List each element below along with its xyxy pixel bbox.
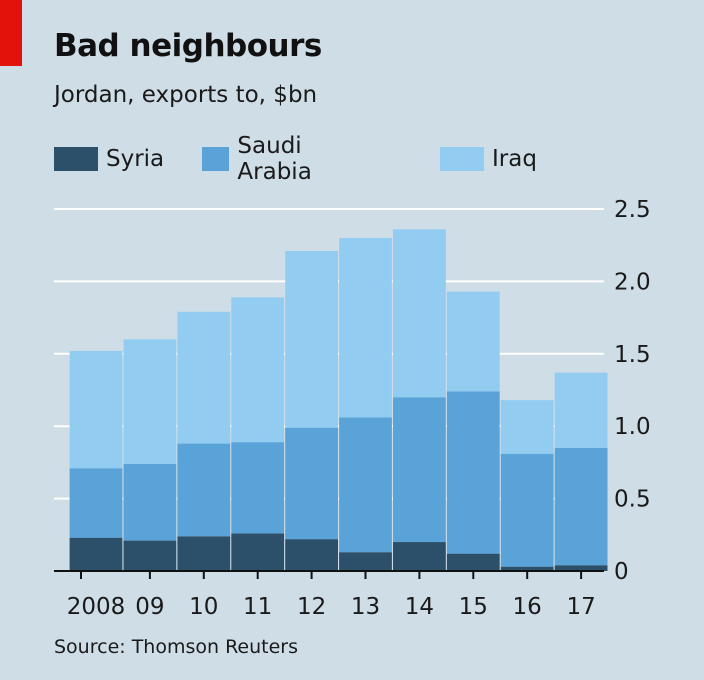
bar-saudi-arabia <box>393 397 446 543</box>
bar-syria <box>231 533 285 571</box>
y-tick-label: 2.5 <box>614 197 651 223</box>
bar-saudi-arabia <box>123 463 177 541</box>
x-tick-label: 13 <box>351 594 380 620</box>
bar-iraq <box>69 350 123 469</box>
bar-syria <box>69 537 123 571</box>
x-tick-label: 10 <box>189 594 218 620</box>
x-tick-label: 2008 <box>67 594 126 620</box>
x-tick-label: 14 <box>405 594 434 620</box>
bar-syria <box>554 565 608 571</box>
chart-subtitle: Jordan, exports to, $bn <box>54 82 318 108</box>
legend-label-saudi-arabia: Saudi Arabia <box>237 133 312 185</box>
legend-swatch-iraq <box>440 147 484 171</box>
y-tick-label: 1.5 <box>614 342 651 368</box>
x-tick-label: 09 <box>135 594 164 620</box>
chart-title: Bad neighbours <box>54 28 322 64</box>
y-tick-label: 1.0 <box>614 414 651 440</box>
legend-label-iraq: Iraq <box>492 146 537 172</box>
bar-saudi-arabia <box>69 468 123 538</box>
bar-syria <box>446 553 500 571</box>
x-tick-label: 17 <box>566 594 595 620</box>
y-tick-label: 0.5 <box>614 487 651 513</box>
x-tick-label: 12 <box>297 594 326 620</box>
bar-iraq <box>446 291 500 392</box>
bar-saudi-arabia <box>339 417 392 553</box>
bar-iraq <box>177 311 231 444</box>
legend-swatch-saudi-arabia <box>202 147 230 171</box>
y-tick-label: 2.0 <box>614 269 651 295</box>
bar-iraq <box>393 229 446 398</box>
bar-iraq <box>231 297 285 443</box>
bar-saudi-arabia <box>177 443 231 537</box>
bar-syria <box>285 539 338 571</box>
bar-saudi-arabia <box>554 447 608 566</box>
bar-syria <box>393 542 446 571</box>
bar-syria <box>123 540 177 571</box>
bar-syria <box>177 536 231 571</box>
bar-iraq <box>123 339 177 464</box>
x-tick-label: 15 <box>459 594 488 620</box>
x-tick-label: 11 <box>243 594 272 620</box>
bar-saudi-arabia <box>285 427 338 540</box>
legend-item-saudi-arabia: Saudi Arabia <box>202 133 328 185</box>
bar-iraq <box>500 400 554 454</box>
bar-saudi-arabia <box>231 442 285 534</box>
bar-iraq <box>339 237 392 418</box>
legend-item-iraq: Iraq <box>440 144 537 174</box>
bar-saudi-arabia <box>500 453 554 567</box>
bar-syria <box>500 566 554 571</box>
bar-iraq <box>554 372 608 448</box>
bar-syria <box>339 552 392 571</box>
bar-saudi-arabia <box>446 391 500 554</box>
legend-label-syria: Syria <box>106 146 165 172</box>
bar-iraq <box>285 250 338 428</box>
legend-item-syria: Syria <box>54 144 164 174</box>
x-tick-label: 16 <box>513 594 542 620</box>
y-tick-label: 0 <box>614 559 629 585</box>
accent-tab <box>0 0 22 66</box>
source-note: Source: Thomson Reuters <box>54 636 299 658</box>
legend-swatch-syria <box>54 147 98 171</box>
